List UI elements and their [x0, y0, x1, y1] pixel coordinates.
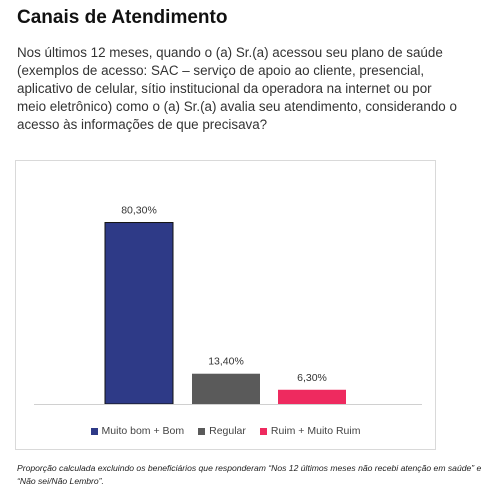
legend-label-3: Ruim + Muito Ruim: [270, 425, 361, 437]
chart-legend: Muito bom + Bom Regular Ruim + Muito Ruim: [16, 425, 435, 437]
legend-swatch-1: [90, 427, 98, 435]
bar-chart: 80,30% 13,40% 6,30%: [34, 205, 422, 405]
footnote: Proporção calculada excluindo os benefic…: [17, 463, 482, 486]
data-label-2: 13,40%: [208, 356, 244, 368]
survey-question: Nos últimos 12 meses, quando o (a) Sr.(a…: [17, 45, 457, 132]
legend-label-1: Muito bom + Bom: [101, 425, 185, 437]
legend-item-1: Muito bom + Bom: [90, 425, 185, 437]
data-label-3: 6,30%: [297, 372, 327, 384]
bar-2: [192, 373, 260, 404]
bar-1: [104, 222, 174, 405]
legend-item-2: Regular: [198, 425, 246, 437]
bar-3: [278, 389, 346, 404]
legend-label-2: Regular: [209, 425, 246, 437]
legend-item-3: Ruim + Muito Ruim: [259, 425, 361, 437]
data-label-1: 80,30%: [121, 205, 157, 217]
legend-swatch-2: [198, 427, 206, 435]
chart-container: 80,30% 13,40% 6,30% Muito bom + Bom Regular…: [15, 160, 436, 450]
page-title: Canais de Atendimento: [17, 7, 228, 28]
legend-swatch-3: [259, 427, 267, 435]
